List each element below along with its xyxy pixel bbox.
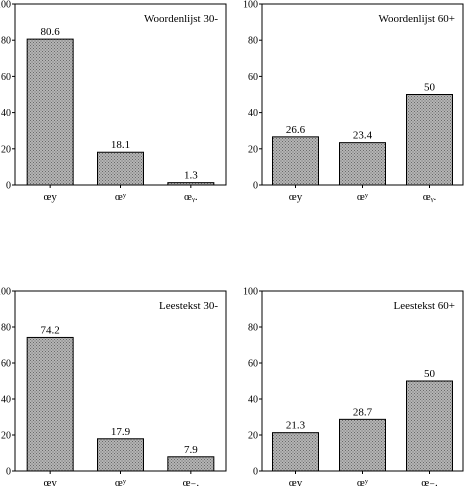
category-label: œy (43, 477, 57, 486)
category-label: œ₋. (183, 477, 200, 486)
bar-value-label: 50 (424, 82, 436, 94)
category-label: œᵧ. (423, 191, 437, 203)
bar-value-label: 28.7 (353, 406, 373, 418)
bars: 80.6 œy 18.1 œʸ 1.3 œᵧ. (26, 26, 215, 203)
bar (272, 136, 319, 186)
panel-title: Leestekst 30- (159, 300, 218, 312)
y-axis-ticks: 0 20 40 60 80 100 (243, 0, 262, 192)
y-tick-label: 60 (248, 72, 258, 83)
y-tick-label: 80 (248, 323, 258, 334)
panel-title: Woordenlijst 30- (144, 13, 218, 25)
bar-value-label: 18.1 (111, 139, 130, 151)
y-axis-ticks: 0 20 40 60 80 100 (0, 287, 15, 478)
chart-panel-2: 0 20 40 60 80 100 26.6 œy 23.4 œʸ 50 œᵧ. Woordenli… (243, 0, 464, 203)
chart-panel-4: 0 20 40 60 80 100 21.3 œy 28.7 œʸ 50 œ₋. Leestekst… (243, 287, 464, 486)
y-tick-label: 100 (0, 287, 11, 298)
y-tick-label: 20 (1, 144, 11, 155)
y-tick-label: 0 (6, 467, 11, 478)
bar (339, 418, 386, 472)
y-tick-label: 0 (253, 467, 258, 478)
bar-value-label: 50 (424, 368, 436, 380)
bar (26, 336, 74, 472)
bars: 26.6 œy 23.4 œʸ 50 œᵧ. (272, 82, 453, 203)
bar (167, 182, 215, 186)
y-axis-ticks: 0 20 40 60 80 100 (0, 0, 15, 192)
bar-value-label: 1.3 (184, 170, 198, 182)
bar-value-label: 7.9 (184, 444, 198, 456)
bar-value-label: 21.3 (286, 420, 306, 432)
chart-panel-3: 0 20 40 60 80 100 74.2 œy 17.9 œʸ 7.9 œ₋. Leesteks… (0, 287, 227, 486)
y-tick-label: 40 (248, 395, 258, 406)
category-label: œʸ (357, 477, 369, 486)
y-tick-label: 40 (248, 108, 258, 119)
panel-title: Woordenlijst 60+ (378, 13, 455, 25)
y-tick-label: 80 (1, 36, 11, 47)
category-label: œy (289, 191, 303, 203)
y-tick-label: 80 (248, 36, 258, 47)
panel-title: Leestekst 60+ (394, 300, 456, 312)
chart-panel-1: 0 20 40 60 80 100 80.6 œy 18.1 œʸ 1.3 œᵧ. Woordenl… (0, 0, 227, 203)
bar-value-label: 74.2 (41, 324, 60, 336)
category-label: œy (43, 191, 57, 203)
category-label: œy (289, 477, 303, 486)
y-tick-label: 100 (243, 0, 258, 11)
y-tick-label: 60 (1, 72, 11, 83)
bar (406, 380, 453, 472)
y-tick-label: 0 (253, 181, 258, 192)
y-tick-label: 60 (1, 359, 11, 370)
bar (26, 38, 74, 186)
y-tick-label: 80 (1, 323, 11, 334)
y-tick-label: 20 (248, 144, 258, 155)
y-tick-label: 100 (0, 0, 11, 11)
bar-value-label: 80.6 (41, 26, 61, 38)
bar (97, 151, 144, 186)
y-tick-label: 20 (248, 431, 258, 442)
bar (272, 432, 319, 472)
y-tick-label: 60 (248, 359, 258, 370)
bar (167, 456, 215, 472)
bar-value-label: 26.6 (286, 124, 306, 136)
bar (339, 142, 386, 186)
y-tick-label: 0 (6, 181, 11, 192)
bar-value-label: 23.4 (353, 130, 373, 142)
category-label: œʸ (115, 191, 127, 203)
bars: 21.3 œy 28.7 œʸ 50 œ₋. (272, 368, 453, 486)
y-tick-label: 100 (243, 287, 258, 298)
category-label: œᵧ. (184, 191, 198, 203)
y-tick-label: 40 (1, 395, 11, 406)
bar (97, 438, 144, 472)
bar-value-label: 17.9 (111, 426, 131, 438)
category-label: œ₋. (421, 477, 438, 486)
y-axis-ticks: 0 20 40 60 80 100 (243, 287, 262, 478)
y-tick-label: 20 (1, 431, 11, 442)
bars: 74.2 œy 17.9 œʸ 7.9 œ₋. (26, 324, 215, 486)
category-label: œʸ (115, 477, 127, 486)
category-label: œʸ (357, 191, 369, 203)
bar (406, 94, 453, 186)
y-tick-label: 40 (1, 108, 11, 119)
